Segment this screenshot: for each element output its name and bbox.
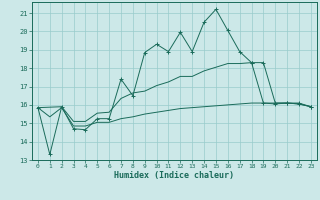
- X-axis label: Humidex (Indice chaleur): Humidex (Indice chaleur): [115, 171, 234, 180]
